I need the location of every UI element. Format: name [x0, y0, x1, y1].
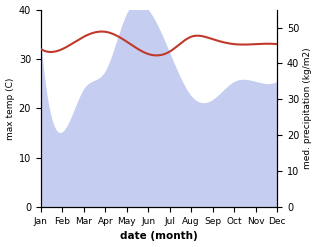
X-axis label: date (month): date (month) [120, 231, 198, 242]
Y-axis label: med. precipitation (kg/m2): med. precipitation (kg/m2) [303, 48, 313, 169]
Y-axis label: max temp (C): max temp (C) [5, 77, 15, 140]
